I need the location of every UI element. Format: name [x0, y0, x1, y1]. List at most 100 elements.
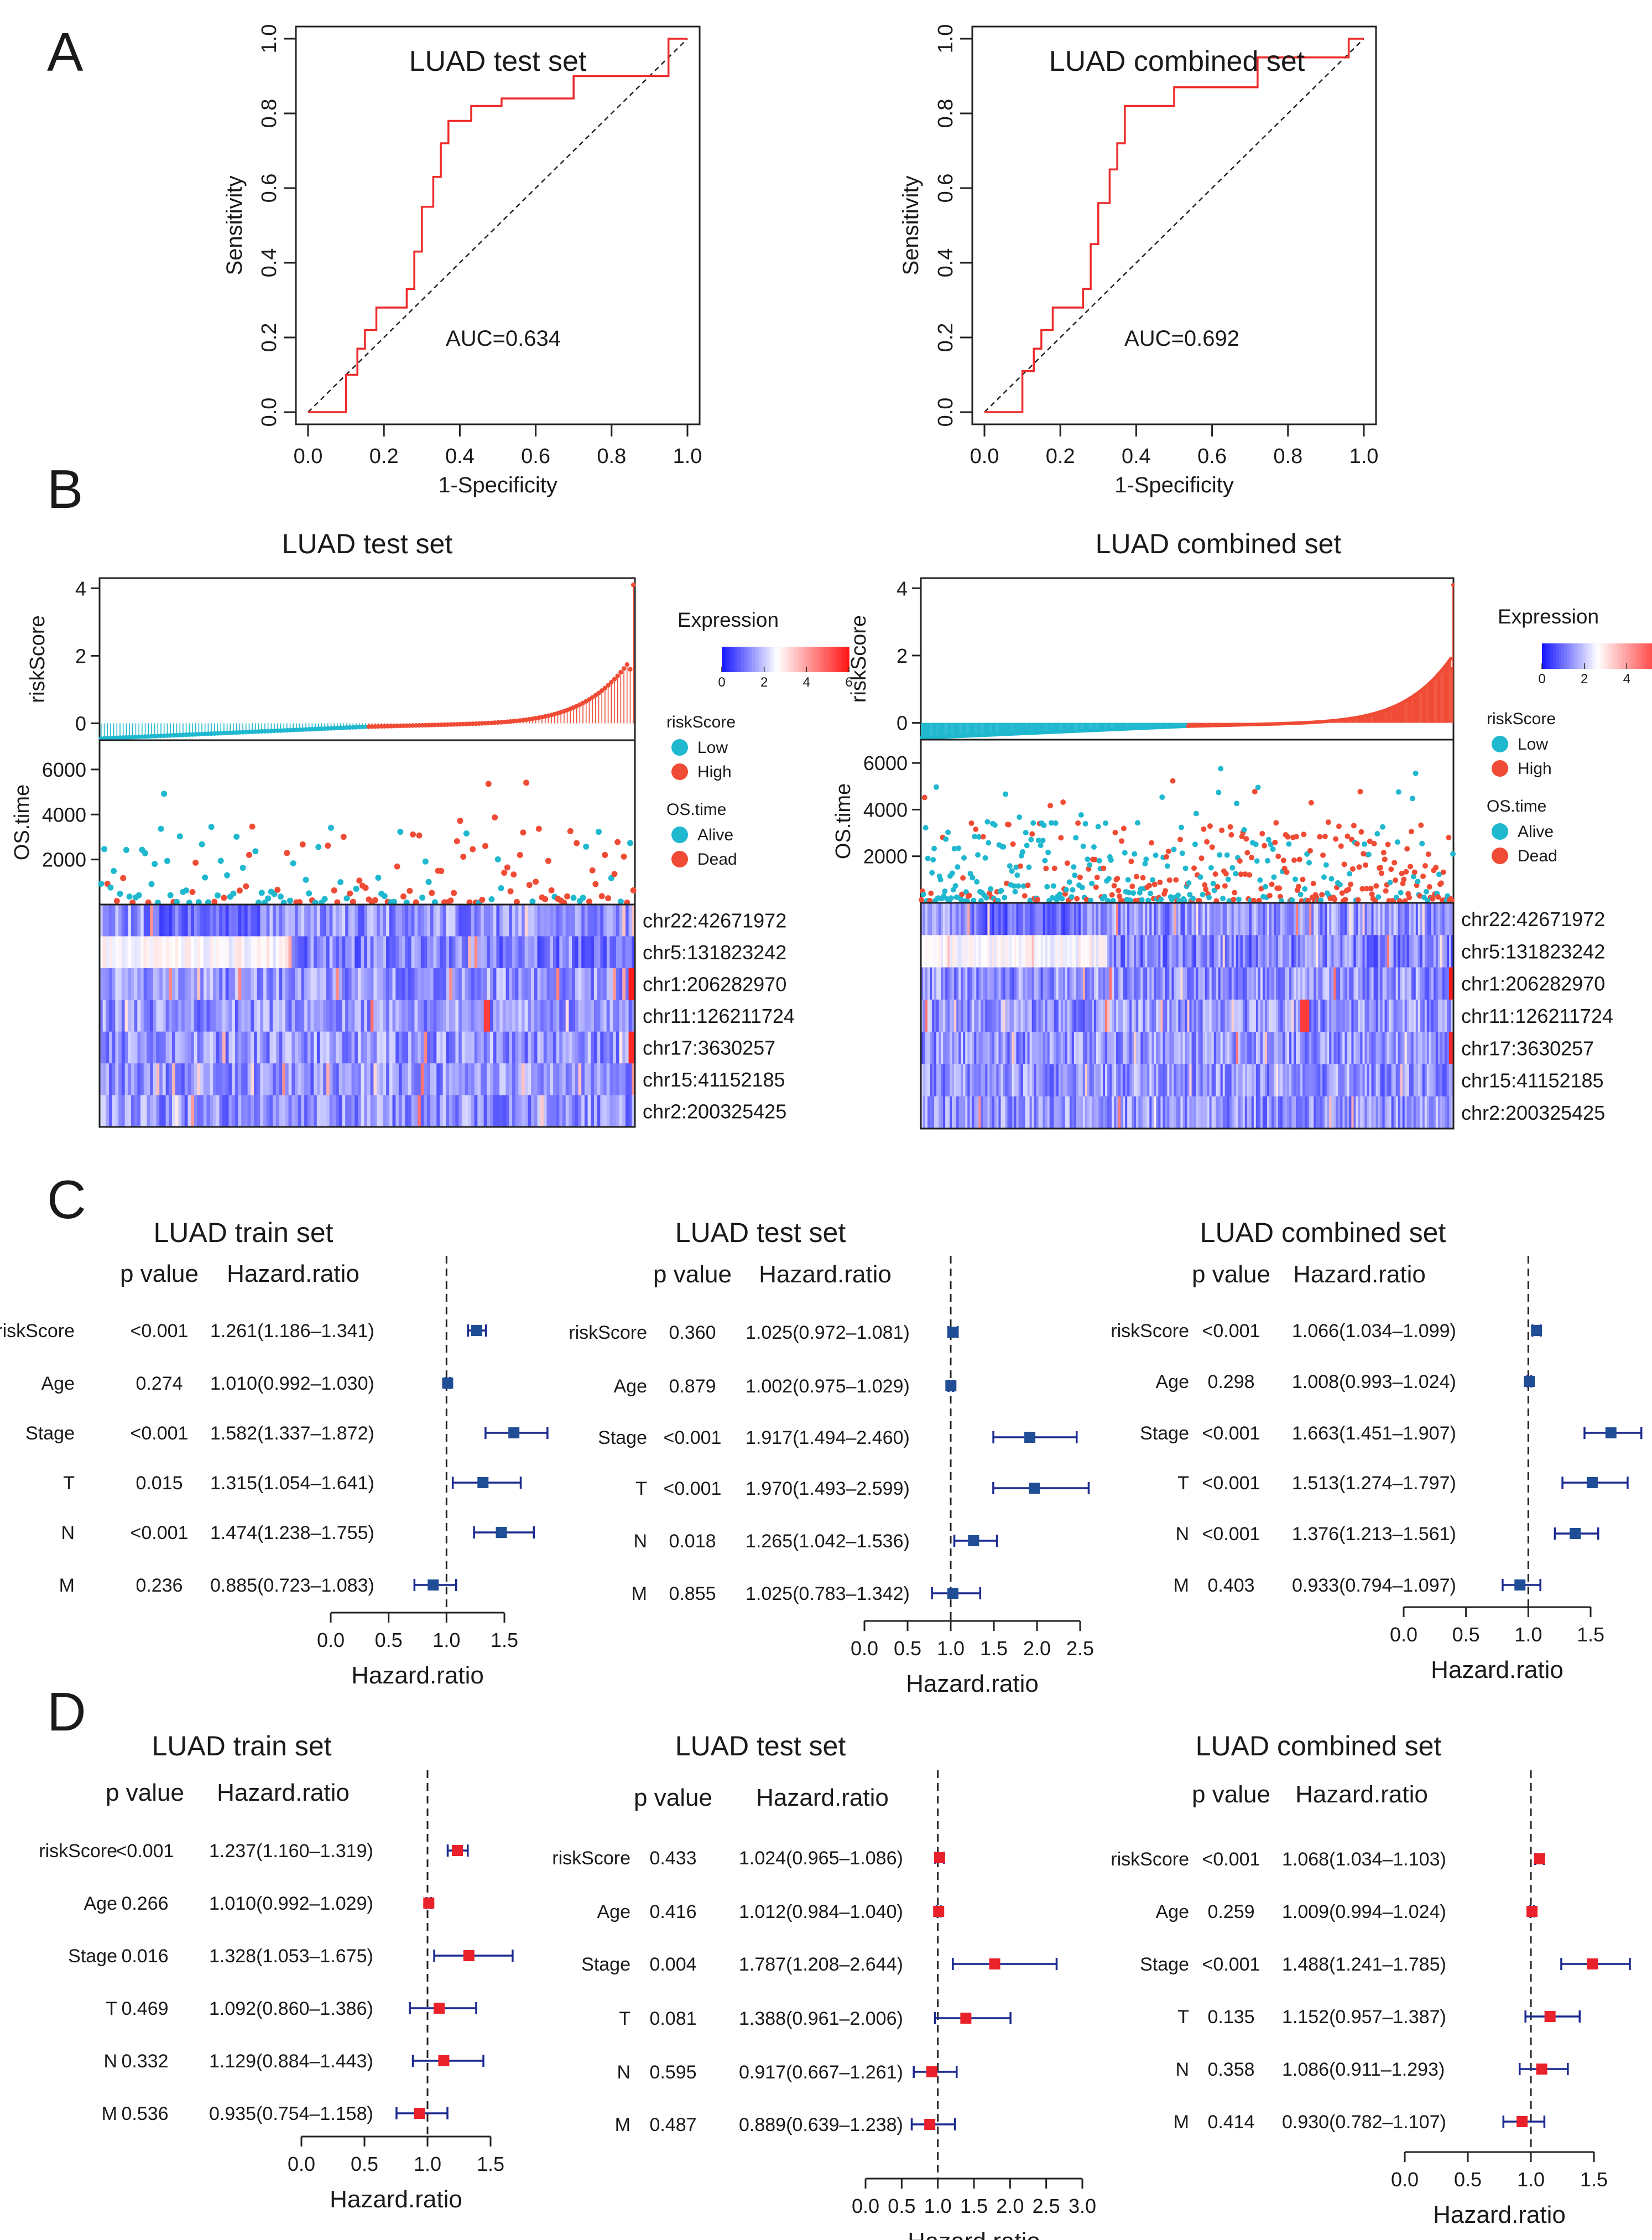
heatmap-cell: [540, 1031, 544, 1064]
heatmap-cell: [587, 905, 591, 937]
heatmap-cell: [578, 968, 582, 1000]
os-point-dead: [1438, 880, 1444, 886]
os-point-alive: [1450, 851, 1456, 857]
heatmap-cell: [976, 967, 979, 1000]
heatmap-cell: [320, 1063, 324, 1096]
heatmap-cell: [1400, 903, 1403, 936]
heatmap-cell: [1318, 935, 1321, 968]
heatmap-cell: [326, 1063, 330, 1096]
heatmap-cell: [1296, 1096, 1299, 1129]
heatmap-cell: [1369, 999, 1372, 1032]
heatmap-cell: [1336, 1064, 1338, 1097]
os-point-alive: [1050, 883, 1056, 889]
heatmap-cell: [373, 1000, 377, 1032]
heatmap-cell: [150, 1063, 154, 1096]
heatmap-cell: [1200, 1032, 1203, 1065]
heatmap-cell: [1163, 967, 1165, 1000]
heatmap-cell: [1253, 1096, 1257, 1129]
heatmap-cell: [225, 968, 230, 1000]
heatmap-cell: [932, 1032, 935, 1065]
heatmap-cell: [581, 1063, 585, 1096]
os-point-alive: [956, 845, 962, 851]
os-point-dead: [1285, 834, 1291, 840]
heatmap-cell: [282, 1000, 286, 1032]
heatmap-cell: [575, 1063, 579, 1096]
heatmap-cell: [1038, 935, 1041, 968]
heatmap-cell: [1112, 1064, 1114, 1097]
heatmap-cell: [1062, 935, 1066, 968]
heatmap-cell: [1027, 999, 1030, 1032]
heatmap-cell: [490, 1095, 494, 1127]
heatmap-cell: [112, 1095, 116, 1127]
heatmap-cell: [1340, 935, 1343, 968]
heatmap-cell: [1287, 967, 1290, 1000]
heatmap-cell: [1448, 999, 1452, 1032]
heatmap-cell: [477, 1095, 481, 1127]
heatmap-cell: [234, 936, 239, 969]
heatmap-cell: [1269, 967, 1272, 1000]
heatmap-cell: [499, 1000, 503, 1032]
heatmap-cell: [263, 905, 267, 937]
heatmap-cell: [1446, 999, 1450, 1032]
heatmap-cell: [1085, 935, 1088, 968]
heatmap-cell: [616, 968, 620, 1000]
heatmap-cell: [522, 1031, 525, 1064]
heatmap-cell: [1080, 1064, 1083, 1097]
heatmap-cell: [241, 936, 245, 969]
os-point-alive: [111, 867, 117, 874]
heatmap-cell: [1216, 1064, 1219, 1097]
heatmap-cell: [427, 1063, 431, 1096]
heatmap-cell: [1289, 1032, 1292, 1065]
heatmap-cell: [1311, 935, 1314, 968]
heatmap-cell: [996, 1064, 999, 1097]
heatmap-cell: [1262, 967, 1265, 1000]
heatmap-cell: [1034, 967, 1037, 1000]
heatmap-cell: [1307, 935, 1310, 968]
heatmap-cell: [1132, 1032, 1134, 1065]
os-point-alive: [1179, 850, 1185, 856]
y-axis-label: riskScore: [26, 615, 49, 703]
heatmap-cell: [392, 1063, 396, 1096]
heatmap-cell: [998, 999, 1002, 1032]
heatmap-cell: [1191, 1096, 1195, 1129]
heatmap-cell: [228, 1000, 232, 1032]
heatmap-cell: [1320, 903, 1323, 936]
heatmap-cell: [351, 1095, 355, 1127]
heatmap-cell: [1311, 967, 1314, 1000]
os-point-dead: [1338, 843, 1344, 849]
heatmap-cell: [1045, 967, 1048, 1000]
heatmap-cell: [1000, 1032, 1004, 1065]
heatmap-cell: [1009, 1064, 1013, 1097]
heatmap-cell: [159, 905, 163, 937]
heatmap-cell: [987, 1096, 990, 1129]
heatmap-cell: [1101, 1096, 1103, 1129]
os-point-alive: [353, 886, 359, 892]
heatmap-cell: [165, 1000, 169, 1032]
heatmap-cell: [1358, 1064, 1361, 1097]
heatmap-cell: [619, 968, 623, 1000]
heatmap-cell: [1205, 1064, 1208, 1097]
heatmap-cell: [304, 1031, 308, 1064]
heatmap-cell: [1031, 903, 1035, 936]
heatmap-cell: [941, 1032, 944, 1065]
os-point-alive: [1072, 872, 1078, 879]
heatmap-cell: [1224, 1064, 1228, 1097]
heatmap-cell: [1158, 1032, 1161, 1065]
heatmap-cell: [985, 935, 988, 968]
heatmap-cell: [1198, 1064, 1201, 1097]
heatmap-cell: [616, 1000, 620, 1032]
heatmap-cell: [1071, 967, 1075, 1000]
heatmap-cell: [1051, 967, 1055, 1000]
heatmap-cell: [171, 936, 176, 969]
heatmap-cell: [1229, 999, 1232, 1032]
heatmap-cell: [351, 1031, 355, 1064]
heatmap-cell: [1318, 1032, 1321, 1065]
heatmap-cell: [543, 905, 548, 937]
heatmap-cell: [950, 1096, 952, 1129]
os-point-alive: [1095, 824, 1101, 830]
os-point-alive: [1297, 891, 1304, 897]
heatmap-cell: [1367, 1032, 1370, 1065]
os-point-dead: [1359, 886, 1366, 892]
heatmap-cell: [945, 935, 948, 968]
heatmap-cell: [367, 1063, 371, 1096]
